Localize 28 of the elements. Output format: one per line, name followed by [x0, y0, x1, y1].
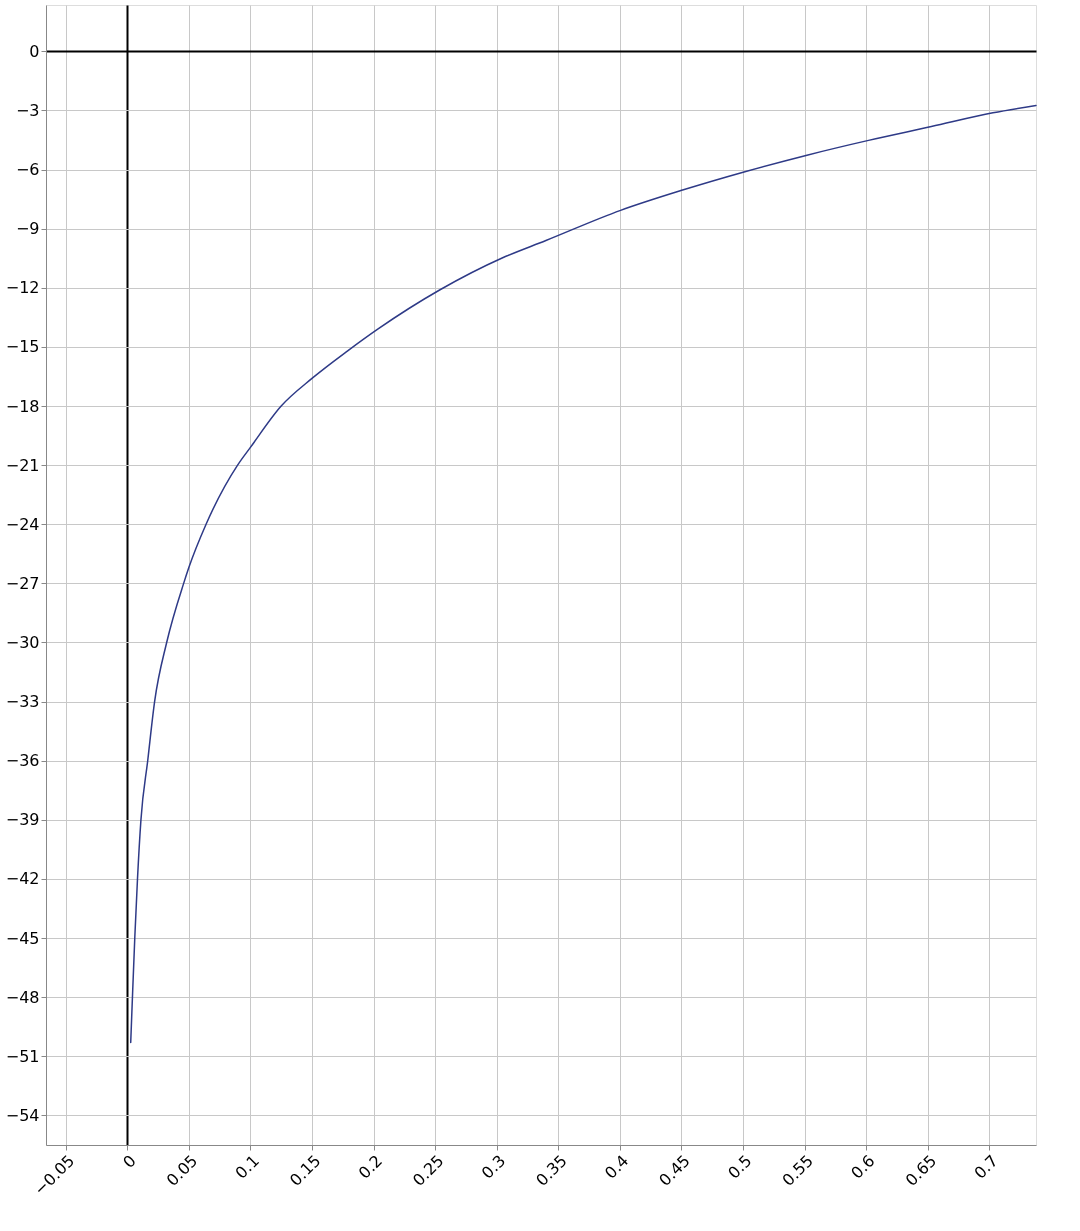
x-tick-label: 0.4	[600, 1151, 633, 1183]
y-tick-label: −33	[5, 692, 40, 712]
y-tick-label: −54	[5, 1105, 40, 1125]
x-tick-label: 0.1	[231, 1151, 263, 1183]
y-tick-label: −15	[5, 337, 40, 357]
line-series	[129, 104, 1037, 1044]
x-tick-label: 0.3	[477, 1151, 510, 1183]
y-tick-label: −24	[5, 514, 40, 534]
y-tick-label: −51	[5, 1046, 40, 1066]
y-tick-label: 0	[29, 41, 40, 61]
y-tick-label: −30	[5, 632, 40, 652]
y-tick-label: −3	[15, 100, 40, 120]
y-tick-label: −12	[5, 278, 40, 298]
y-tick-label: −9	[15, 219, 40, 239]
y-tick-label: −6	[15, 160, 40, 180]
y-tick-label: −45	[5, 928, 40, 948]
y-tick-label: −18	[5, 396, 40, 416]
x-tick-label: 0.2	[354, 1151, 387, 1183]
y-tick-label: −48	[5, 987, 40, 1007]
x-tick-label: 0	[119, 1151, 140, 1172]
y-tick-label: −39	[5, 810, 40, 830]
y-tick-label: −21	[5, 455, 40, 475]
y-tick-label: −42	[5, 869, 40, 889]
x-tick-label: 0.5	[724, 1151, 756, 1183]
x-tick-label: 0.6	[847, 1151, 879, 1183]
y-tick-label: −27	[5, 573, 40, 593]
x-tick-label: 0.7	[970, 1151, 1002, 1183]
y-tick-label: −36	[5, 751, 40, 771]
